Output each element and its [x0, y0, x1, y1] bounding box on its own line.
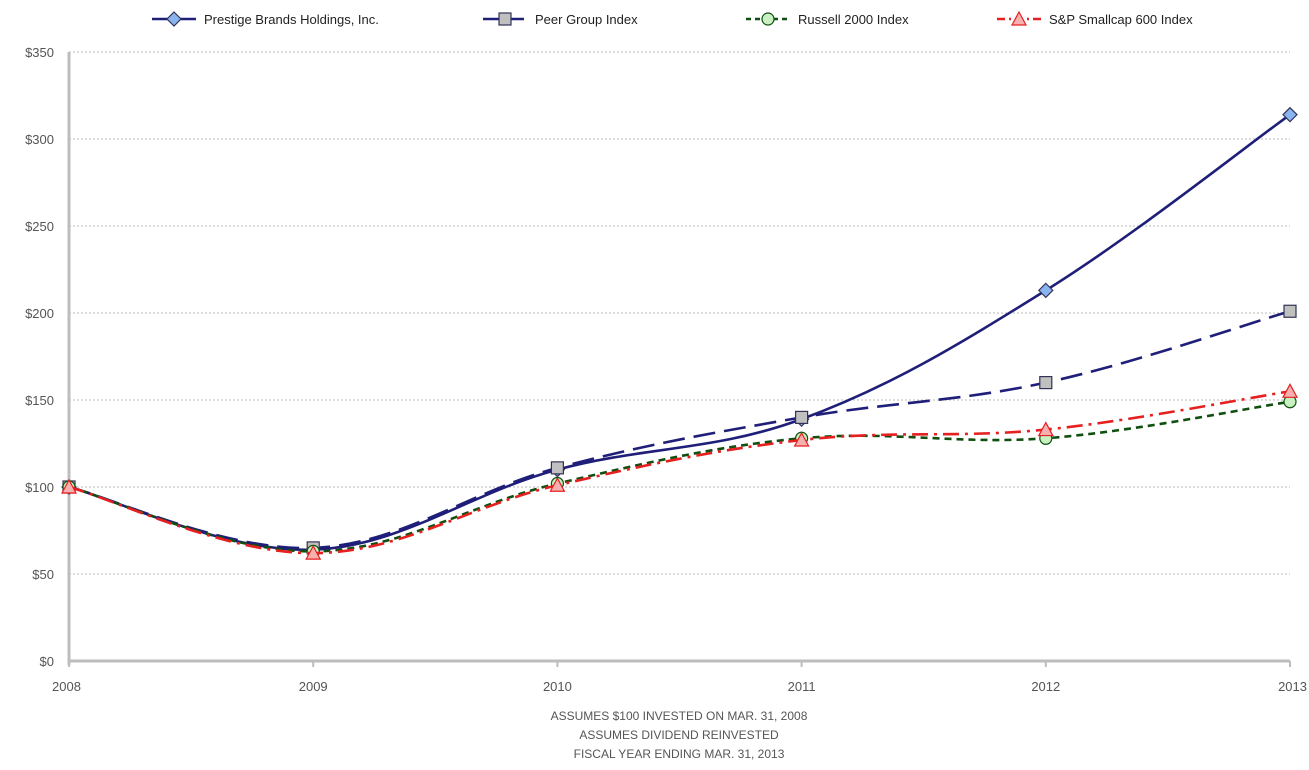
legend-label: Peer Group Index: [535, 12, 638, 27]
legend-item: Prestige Brands Holdings, Inc.: [152, 11, 379, 27]
y-tick-label: $300: [25, 132, 54, 147]
data-point-marker: [550, 461, 565, 475]
legend-marker-swatch: [166, 11, 182, 27]
y-tick-label: $150: [25, 393, 54, 408]
grid-layer: [69, 51, 1290, 575]
y-tick-label: $50: [32, 567, 54, 582]
legend: Prestige Brands Holdings, Inc. Peer Group…: [152, 10, 1193, 27]
legend-item: Russell 2000 Index: [746, 12, 909, 27]
footnote-line: FISCAL YEAR ENDING MAR. 31, 2013: [574, 747, 785, 761]
x-tick-label: 2009: [299, 679, 328, 694]
data-point-marker: [793, 431, 810, 447]
legend-label: Russell 2000 Index: [798, 12, 909, 27]
x-tick-label: 2012: [1031, 679, 1060, 694]
series-4: [60, 383, 1299, 560]
series-line: [68, 310, 1291, 550]
y-tick-label: $250: [25, 219, 54, 234]
data-point-marker: [60, 478, 78, 494]
data-point-marker: [305, 544, 322, 560]
series-3: [62, 395, 1297, 558]
data-point-marker: [1282, 106, 1298, 123]
footnote-line: ASSUMES $100 INVESTED ON MAR. 31, 2008: [551, 709, 808, 723]
data-point-marker: [1283, 304, 1297, 318]
series-line: [68, 390, 1291, 555]
series-1: [61, 106, 1298, 558]
series-line: [68, 113, 1291, 551]
legend-item: S&P Smallcap 600 Index: [997, 10, 1193, 27]
data-point-marker: [794, 410, 809, 424]
series-layer: [60, 106, 1299, 560]
legend-marker-swatch: [1010, 10, 1028, 26]
y-tick-label: $350: [25, 45, 54, 60]
legend-label: S&P Smallcap 600 Index: [1049, 12, 1193, 27]
y-tick-label: $100: [25, 480, 54, 495]
y-tick-label: $0: [40, 654, 54, 669]
legend-label: Prestige Brands Holdings, Inc.: [204, 12, 379, 27]
series-2: [62, 304, 1297, 555]
data-point-marker: [1037, 282, 1054, 299]
footnote-line: ASSUMES DIVIDEND REINVESTED: [579, 728, 779, 742]
x-tick-label: 2008: [52, 679, 81, 694]
y-tick-label: $200: [25, 306, 54, 321]
axis-layer: $0 $50 $100 $150 $200 $250 $300 $350 2008 2009 201…: [25, 45, 1307, 694]
series-line: [68, 400, 1291, 553]
data-point-marker: [1037, 421, 1054, 437]
legend-marker-swatch: [498, 12, 512, 26]
x-tick-label: 2010: [543, 679, 572, 694]
x-tick-label: 2011: [788, 679, 816, 694]
legend-item: Peer Group Index: [483, 12, 638, 27]
data-point-marker: [1281, 383, 1299, 398]
legend-marker-swatch: [761, 12, 775, 26]
data-point-marker: [1039, 376, 1053, 390]
data-point-marker: [549, 476, 566, 492]
x-tick-label: 2013: [1278, 679, 1307, 694]
footnotes: ASSUMES $100 INVESTED ON MAR. 31, 2008 AS…: [551, 709, 808, 761]
